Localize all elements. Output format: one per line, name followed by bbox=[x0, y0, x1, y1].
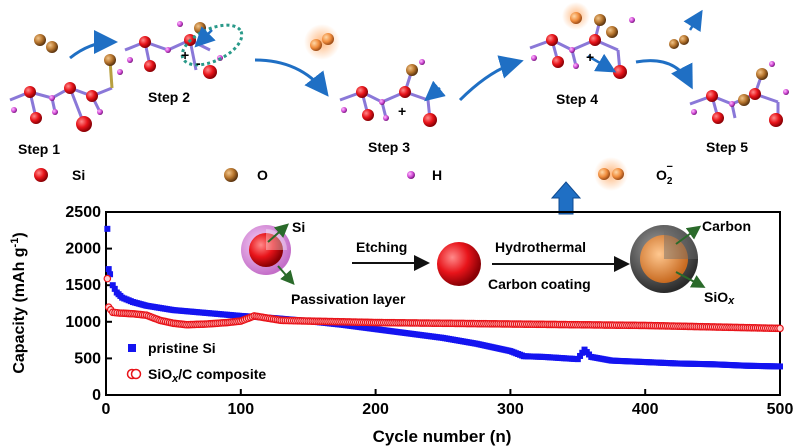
x-tick-label: 100 bbox=[227, 401, 254, 418]
pristine-si-point bbox=[111, 285, 118, 292]
legend-pristine-marker bbox=[128, 344, 136, 352]
pristine-si-point bbox=[109, 282, 116, 289]
y-axis: 0 500 1000 1500 2000 2500 bbox=[65, 204, 112, 404]
legend-si-swatch bbox=[34, 168, 48, 182]
pristine-si-point bbox=[577, 352, 584, 359]
pristine-si-point bbox=[579, 349, 586, 356]
cluster-step-5 bbox=[689, 61, 789, 127]
legend-o2-swatch bbox=[594, 157, 628, 191]
o2-glow-step4 bbox=[562, 2, 590, 30]
y-tick-label: 2000 bbox=[65, 241, 101, 258]
step-5-label: Step 5 bbox=[706, 139, 748, 155]
pristine-si-point bbox=[107, 271, 114, 278]
arrow-step1-to-step2 bbox=[69, 30, 118, 60]
x-axis: 0 100 200 300 400 500 bbox=[102, 389, 794, 418]
pristine-si-point bbox=[574, 356, 581, 363]
x-tick-label: 500 bbox=[767, 401, 794, 418]
legend-o-swatch bbox=[224, 168, 238, 182]
x-tick-label: 200 bbox=[362, 401, 389, 418]
y-tick-label: 2500 bbox=[65, 204, 101, 221]
arrow-step4-to-step5 bbox=[635, 59, 693, 90]
etching-label: Etching bbox=[356, 239, 407, 255]
legend-o-label: O bbox=[257, 167, 268, 183]
charge-plus-step4: + bbox=[586, 49, 594, 65]
step-2-label: Step 2 bbox=[148, 89, 190, 105]
legend-composite-label: SiOx/C composite bbox=[148, 366, 266, 385]
charge-plus-step2: + bbox=[181, 47, 189, 63]
siox-core-label: SiOx bbox=[704, 289, 735, 307]
y-tick-label: 1000 bbox=[65, 314, 101, 331]
o2-leaving-step5 bbox=[669, 9, 703, 49]
siox-carbon-sphere bbox=[630, 225, 706, 293]
x-tick-label: 400 bbox=[632, 401, 659, 418]
step-1-label: Step 1 bbox=[18, 141, 60, 157]
legend-si-label: Si bbox=[72, 167, 85, 183]
legend-pristine-label: pristine Si bbox=[148, 340, 216, 356]
step-4-label: Step 4 bbox=[556, 91, 598, 107]
hydrothermal-label: Hydrothermal bbox=[495, 239, 586, 255]
legend-o2-label: O2− bbox=[656, 161, 673, 187]
si-passivated-sphere bbox=[241, 223, 295, 286]
arrow-step2-to-step3 bbox=[254, 58, 329, 97]
series-siox-c-composite bbox=[103, 274, 784, 333]
cluster-step-4: + bbox=[529, 14, 635, 79]
mechanism-diagram: + - + bbox=[9, 2, 789, 157]
pristine-si-point bbox=[777, 363, 783, 370]
si-core-label: Si bbox=[292, 219, 305, 235]
x-tick-label: 300 bbox=[497, 401, 524, 418]
y-tick-label: 0 bbox=[92, 387, 101, 404]
x-tick-label: 0 bbox=[102, 401, 111, 418]
y-axis-label: Capacity (mAh g-1) bbox=[9, 232, 28, 373]
o2-glow-step3 bbox=[304, 24, 340, 60]
cluster-step-3: + bbox=[339, 59, 446, 127]
y-tick-label: 1500 bbox=[65, 277, 101, 294]
etched-si-sphere bbox=[437, 242, 481, 286]
legend-h-label: H bbox=[432, 167, 442, 183]
chart-legend: pristine Si SiOx/C composite bbox=[126, 340, 266, 385]
x-axis-label: Cycle number (n) bbox=[373, 427, 512, 446]
siox-c-composite-point bbox=[776, 324, 784, 333]
capacity-chart: 0 100 200 300 400 500 0 500 1000 1500 2000 2500 Cy… bbox=[9, 204, 793, 446]
passivation-layer-label: Passivation layer bbox=[291, 291, 406, 307]
charge-plus-step3: + bbox=[398, 103, 406, 119]
cluster-step-1 bbox=[9, 54, 123, 132]
pristine-si-point bbox=[104, 225, 111, 232]
plot-frame bbox=[105, 211, 781, 396]
siox-c-composite-point bbox=[103, 274, 112, 283]
step-3-label: Step 3 bbox=[368, 139, 410, 155]
y-tick-label: 500 bbox=[74, 350, 101, 367]
synthesis-inset: Si Passivation layer Etching Hydrotherma… bbox=[241, 218, 751, 307]
carbon-coating-label: Carbon coating bbox=[488, 276, 591, 292]
cluster-step-2: + - bbox=[124, 21, 244, 79]
carbon-label: Carbon bbox=[702, 218, 751, 234]
atom-legend: Si O H O2− bbox=[34, 157, 673, 191]
o2-molecule-1 bbox=[34, 34, 58, 53]
charge-minus-step2: - bbox=[196, 55, 201, 71]
arrow-step3-to-step4 bbox=[458, 55, 524, 102]
pristine-si-point bbox=[105, 266, 112, 273]
up-arrow bbox=[550, 181, 582, 215]
legend-h-swatch bbox=[407, 171, 415, 179]
